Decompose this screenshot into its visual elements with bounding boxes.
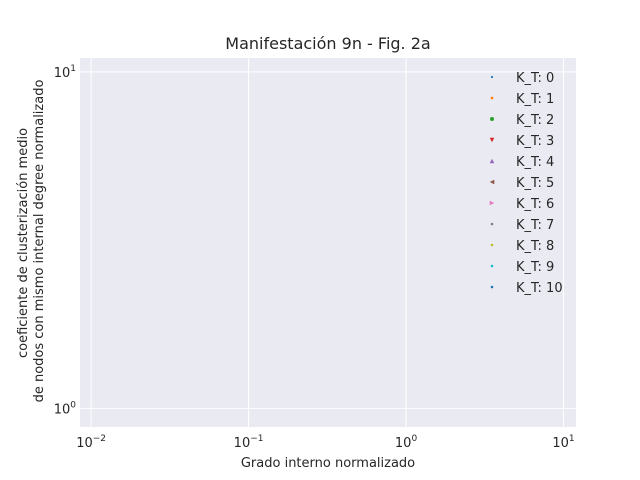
legend-item: K_T: 0 — [490, 71, 554, 86]
legend-item: K_T: 1 — [490, 92, 554, 107]
legend-label: K_T: 7 — [516, 218, 554, 233]
y-tick-base: 10 — [54, 402, 71, 417]
legend-item: K_T: 7 — [490, 218, 554, 233]
legend: K_T: 0 K_T: 1 K_T: 2 K_T: 3 K_T: 4 K_T: 5 K_T:… — [489, 71, 563, 296]
x-tick-exponent: 0 — [411, 434, 417, 444]
legend-marker — [490, 264, 494, 268]
legend-marker — [490, 243, 494, 247]
x-tick-exponent: 1 — [569, 434, 575, 444]
legend-label: K_T: 1 — [516, 92, 554, 107]
x-tick-label: 100 — [395, 434, 418, 451]
x-tick-exponent: −1 — [250, 434, 263, 444]
grid — [80, 58, 576, 427]
legend-label: K_T: 8 — [516, 239, 554, 254]
legend-item: K_T: 4 — [489, 155, 554, 170]
legend-label: K_T: 9 — [516, 260, 554, 275]
legend-item: K_T: 6 — [489, 197, 554, 212]
y-tick-exponent: 0 — [70, 400, 76, 410]
y-tick-label: 101 — [54, 64, 76, 81]
y-tick-base: 10 — [54, 66, 71, 81]
legend-item: K_T: 3 — [489, 134, 554, 149]
x-tick-label: 101 — [552, 434, 574, 451]
legend-item: K_T: 8 — [490, 239, 554, 254]
legend-label: K_T: 2 — [516, 113, 554, 128]
plot-area — [80, 58, 576, 427]
legend-item: K_T: 2 — [490, 113, 554, 128]
x-tick-base: 10 — [234, 436, 251, 451]
x-axis-label: Grado interno normalizado — [241, 456, 415, 471]
x-tick-base: 10 — [552, 436, 569, 451]
legend-label: K_T: 0 — [516, 71, 554, 86]
x-tick-label: 10−2 — [76, 434, 106, 451]
y-tick-label: 100 — [54, 400, 77, 417]
legend-item: K_T: 5 — [489, 176, 554, 191]
y-axis-label-line-1: coeficiente de clusterización medio — [16, 128, 31, 358]
x-tick-label: 10−1 — [234, 434, 264, 451]
y-tick-exponent: 1 — [70, 64, 76, 74]
x-tick-exponent: −2 — [93, 434, 106, 444]
legend-marker — [490, 117, 494, 121]
legend-label: K_T: 5 — [516, 176, 554, 191]
legend-marker — [489, 137, 495, 143]
legend-item: K_T: 9 — [490, 260, 554, 275]
legend-marker — [489, 179, 495, 185]
legend-label: K_T: 3 — [516, 134, 554, 149]
chart-title: Manifestación 9n - Fig. 2a — [225, 34, 430, 53]
legend-marker — [490, 222, 494, 226]
legend-item: K_T: 10 — [490, 281, 563, 296]
legend-marker — [490, 285, 494, 289]
y-axis-label-line-2: de nodos con mismo internal degree norma… — [32, 80, 47, 403]
x-tick-base: 10 — [76, 436, 93, 451]
legend-marker — [490, 75, 494, 79]
legend-marker — [489, 158, 495, 164]
legend-marker — [489, 200, 495, 206]
legend-label: K_T: 4 — [516, 155, 554, 170]
legend-label: K_T: 10 — [516, 281, 563, 296]
legend-label: K_T: 6 — [516, 197, 554, 212]
x-tick-base: 10 — [395, 436, 412, 451]
legend-marker — [490, 96, 494, 100]
